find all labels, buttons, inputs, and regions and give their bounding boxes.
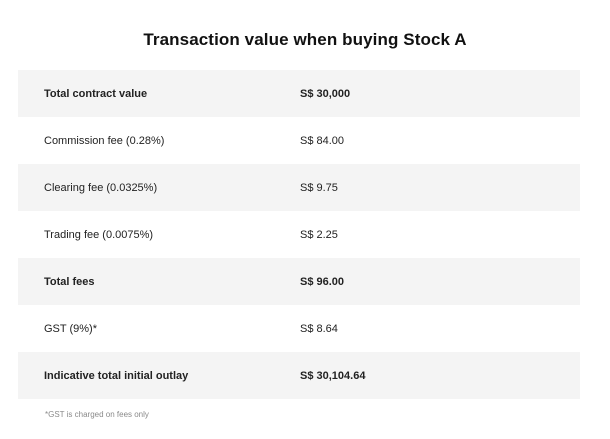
table-row-indicative-total-outlay: Indicative total initial outlay S$ 30,10… (18, 352, 580, 399)
row-label: Total contract value (44, 87, 148, 100)
table-row-commission-fee: Commission fee (0.28%) S$ 84.00 (18, 117, 580, 164)
row-label: Indicative total initial outlay (44, 369, 189, 382)
row-value: S$ 30,104.64 (300, 369, 366, 382)
row-label: Trading fee (0.0075%) (44, 228, 154, 241)
row-value: S$ 30,000 (300, 87, 351, 100)
row-value: S$ 8.64 (300, 322, 338, 335)
table-row-clearing-fee: Clearing fee (0.0325%) S$ 9.75 (18, 164, 580, 211)
row-label: Commission fee (0.28%) (44, 134, 165, 147)
page-title: Transaction value when buying Stock A (143, 30, 467, 49)
table-row-gst: GST (9%)* S$ 8.64 (18, 305, 580, 352)
row-label: Total fees (44, 275, 95, 288)
row-label: GST (9%)* (44, 322, 97, 335)
row-value: S$ 2.25 (300, 228, 338, 241)
row-value: S$ 9.75 (300, 181, 338, 194)
footnote: *GST is charged on fees only (45, 410, 149, 419)
table-row-trading-fee: Trading fee (0.0075%) S$ 2.25 (18, 211, 580, 258)
transaction-table: Total contract value S$ 30,000 Commissio… (18, 70, 580, 399)
row-value: S$ 96.00 (300, 275, 345, 288)
table-row-total-contract-value: Total contract value S$ 30,000 (18, 70, 580, 117)
row-value: S$ 84.00 (300, 134, 345, 147)
table-row-total-fees: Total fees S$ 96.00 (18, 258, 580, 305)
row-label: Clearing fee (0.0325%) (44, 181, 158, 194)
